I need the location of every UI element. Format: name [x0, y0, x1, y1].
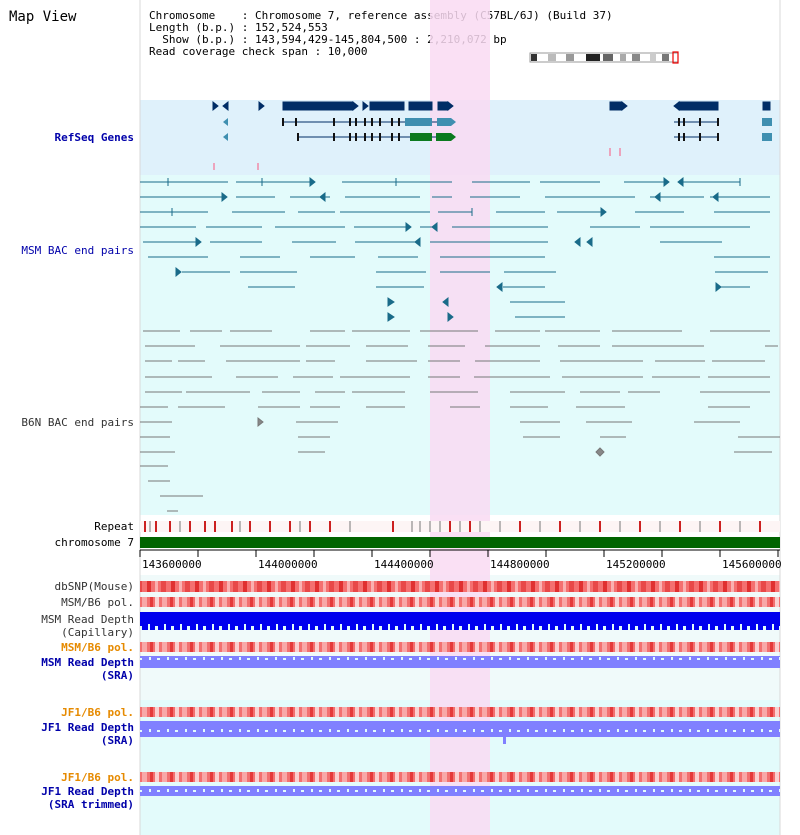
msm-read-depth-capillary-label: MSM Read Depth: [41, 613, 134, 626]
jf1-read-depth-trimmed-label: JF1 Read Depth: [41, 785, 134, 798]
msm-b6-pol-label: MSM/B6 pol.: [61, 596, 134, 609]
coordinate-axis: [139, 549, 780, 557]
msm-bac-end-pairs-label: MSM BAC end pairs: [21, 244, 134, 257]
depth-spike-mark: [503, 737, 506, 744]
axis-tick-label: 144800000: [490, 558, 550, 571]
msm-b6-pol-heat-track-2[interactable]: [140, 642, 780, 652]
vertical-grid: [139, 0, 781, 835]
axis-tick-label: 143600000: [142, 558, 202, 571]
header-coverage-span-line: Read coverage check span : 10,000: [149, 45, 368, 58]
b6n-bac-end-pairs-label: B6N BAC end pairs: [21, 416, 134, 429]
map-view-title: Map View: [9, 9, 77, 25]
dbsnp-label: dbSNP(Mouse): [54, 580, 134, 593]
msm-bac-end-pairs[interactable]: [140, 176, 770, 323]
msm-read-depth-sra-sublabel: (SRA): [100, 669, 134, 682]
msm-read-depth-sra-label: MSM Read Depth: [41, 656, 134, 669]
dbsnp-heat-track[interactable]: [140, 581, 780, 592]
axis-tick-label: 144400000: [374, 558, 434, 571]
msm-read-depth-sra-track[interactable]: [140, 656, 780, 668]
msm-b6-pol-heat-track[interactable]: [140, 597, 780, 607]
jf1-read-depth-trimmed-track[interactable]: [140, 786, 780, 796]
b6n-bac-end-pairs[interactable]: [140, 330, 780, 512]
chromosome-ideogram[interactable]: [529, 51, 679, 64]
jf1-read-depth-sra-label: JF1 Read Depth: [41, 721, 134, 734]
jf1-b6-pol-label-2: JF1/B6 pol.: [61, 771, 134, 784]
repeat-track[interactable]: [140, 521, 780, 532]
chromosome-label: chromosome 7: [54, 536, 134, 549]
jf1-b6-pol-heat-track-2[interactable]: [140, 772, 780, 782]
jf1-read-depth-sra-track[interactable]: [140, 721, 780, 737]
msm-read-depth-capillary-track[interactable]: [140, 612, 780, 630]
msm-b6-pol-label-2: MSM/B6 pol.: [61, 641, 134, 654]
jf1-read-depth-trimmed-sublabel: (SRA trimmed): [47, 798, 134, 811]
axis-tick-label: 145200000: [606, 558, 666, 571]
refseq-genes-label: RefSeq Genes: [54, 131, 134, 144]
axis-tick-label: 145600000: [722, 558, 782, 571]
jf1-b6-pol-label: JF1/B6 pol.: [61, 706, 134, 719]
jf1-read-depth-sra-sublabel: (SRA): [100, 734, 134, 747]
repeat-label: Repeat: [94, 520, 134, 533]
chromosome-info-header: Chromosome : Chromosome 7, reference ass…: [149, 10, 613, 58]
chromosome-bar[interactable]: [140, 537, 780, 548]
header-length-line: Length (b.p.) : 152,524,553: [149, 21, 328, 34]
refseq-gene-models[interactable]: [212, 100, 772, 170]
axis-tick-label: 144000000: [258, 558, 318, 571]
jf1-b6-pol-heat-track[interactable]: [140, 707, 780, 717]
msm-read-depth-capillary-sublabel: (Capillary): [61, 626, 134, 639]
